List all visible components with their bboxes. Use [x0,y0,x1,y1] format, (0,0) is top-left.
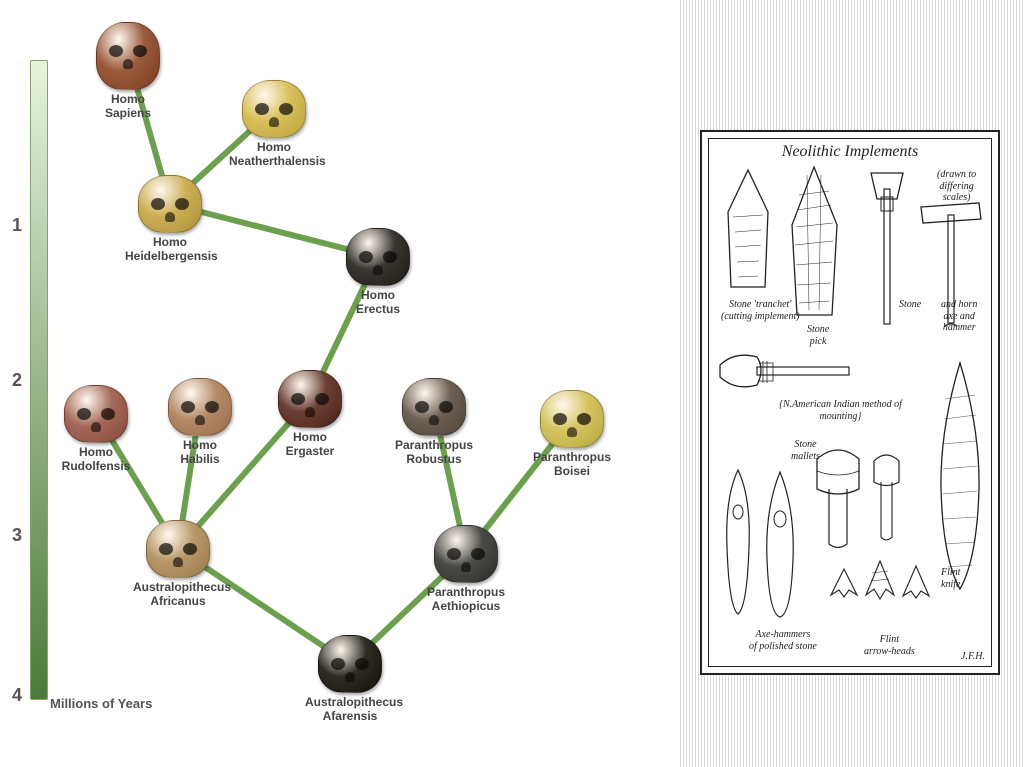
species-label: Homo Sapiens [83,93,173,121]
implements-title: Neolithic Implements [709,143,991,161]
implement-label: {N.American Indian method of mounting} [779,399,902,422]
species-label: Paranthropus Aethiopicus [421,586,511,614]
skull-icon [402,378,466,436]
skull-icon [242,80,306,138]
species-node-sapiens: Homo Sapiens [83,22,173,121]
implements-signature: J.F.H. [961,651,985,663]
axe-hammer-2-icon [761,469,799,619]
implement-label: (drawn to differing scales) [937,169,976,204]
implement-label: Stone pick [807,324,829,347]
species-node-erectus: Homo Erectus [333,228,423,317]
implement-label: Flint arrow-heads [864,634,915,657]
implement-label: Axe-hammers of polished stone [749,629,817,652]
hafted-axe-icon [715,347,855,402]
implement-label: Stone [899,299,921,311]
skull-icon [138,175,202,233]
species-label: Paranthropus Boisei [527,451,617,479]
species-node-neanderthal: Homo Neatherthalensis [229,80,319,169]
tranchet-icon [723,167,773,292]
axe-hammer-1-icon [721,467,755,617]
flint-knife-icon [935,359,985,594]
species-label: Australopithecus Africanus [133,581,223,609]
implements-panel: Neolithic Implements [680,0,1024,767]
arrowhead-2-icon [864,559,896,601]
species-label: Paranthropus Robustus [389,439,479,467]
stone-pick-icon [787,165,842,320]
species-label: Homo Neatherthalensis [229,141,319,169]
species-node-robustus: Paranthropus Robustus [389,378,479,467]
skull-icon [346,228,410,286]
skull-icon [434,525,498,583]
species-label: Australopithecus Afarensis [305,696,395,724]
arrowhead-3-icon [901,564,931,600]
skull-icon [318,635,382,693]
implements-inner: Neolithic Implements [708,138,992,667]
species-node-ergaster: Homo Ergaster [265,370,355,459]
species-node-habilis: Homo Habilis [155,378,245,467]
stone-mallet-2-icon [869,447,904,542]
skull-icon [64,385,128,443]
implements-frame: Neolithic Implements [700,130,1000,675]
phylogeny-panel: 1 2 3 4 Millions of Years Homo SapiensHo… [0,0,680,767]
implement-label: Stone mallets [791,439,820,462]
species-node-rudolfensis: Homo Rudolfensis [51,385,141,474]
species-label: Homo Heidelbergensis [125,236,215,264]
implement-label: and horn axe and hammer [941,299,977,334]
skull-icon [540,390,604,448]
skull-icon [96,22,160,90]
species-node-heidelberg: Homo Heidelbergensis [125,175,215,264]
species-node-africanus: Australopithecus Africanus [133,520,223,609]
skull-icon [146,520,210,578]
species-node-boisei: Paranthropus Boisei [527,390,617,479]
species-label: Homo Habilis [155,439,245,467]
skull-icon [278,370,342,428]
species-label: Homo Erectus [333,289,423,317]
implement-label: Flint knife [941,567,960,590]
species-label: Homo Rudolfensis [51,446,141,474]
arrowhead-1-icon [829,567,859,599]
skull-icon [168,378,232,436]
implement-label: Stone 'tranchet' (cutting implement) [721,299,800,322]
species-label: Homo Ergaster [265,431,355,459]
species-node-afarensis: Australopithecus Afarensis [305,635,395,724]
species-node-aethiopicus: Paranthropus Aethiopicus [421,525,511,614]
